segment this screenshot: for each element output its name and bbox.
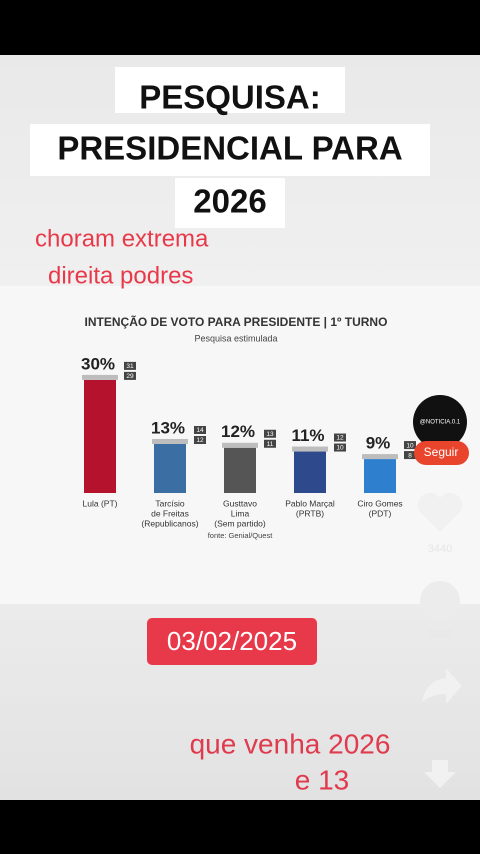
caption: e 13 [295, 764, 350, 795]
comment-count: 3653 [428, 629, 452, 641]
chart-title: INTENÇÃO DE VOTO PARA PRESIDENTE | 1º TU… [85, 314, 388, 329]
headline: PESQUISA: [139, 79, 321, 116]
chart-subtitle: Pesquisa estimulada [194, 333, 277, 343]
caption: choram extrema [35, 225, 209, 252]
account: @NOTICIA.0.1 [420, 420, 461, 426]
headline-box [115, 67, 345, 113]
previous-box [264, 429, 276, 438]
follow-label: Seguir [424, 445, 459, 459]
bar [224, 447, 256, 493]
bar-cap [292, 446, 328, 452]
bar [364, 459, 396, 493]
category-label: Lima [231, 508, 250, 518]
value-label: 30% [81, 354, 115, 373]
category-label: de Freitas [151, 508, 189, 518]
caption: direita podres [48, 262, 193, 289]
headline-box [175, 178, 285, 228]
previous-box [194, 435, 206, 444]
category-label: (PRTB) [296, 508, 324, 518]
bar-cap [362, 454, 398, 460]
previous-box [264, 439, 276, 448]
previous-value: 12 [336, 435, 344, 442]
previous-value: 29 [126, 373, 134, 380]
category-label: Tarcísio [155, 498, 185, 508]
category-label: (Republicanos) [141, 518, 198, 528]
value-label: 9% [366, 434, 391, 453]
bar [84, 379, 116, 493]
previous-box [124, 361, 136, 370]
previous-box [404, 441, 416, 450]
share-count: 1.5k [430, 716, 451, 728]
previous-value: 14 [196, 427, 204, 434]
like-count: 3440 [428, 543, 452, 555]
previous-value: 10 [406, 442, 414, 449]
caption: que venha 2026 [190, 728, 391, 759]
previous-value: 10 [336, 445, 344, 452]
previous-box [194, 425, 206, 434]
previous-value: 13 [266, 431, 274, 438]
previous-value: 8 [408, 452, 412, 459]
bar-cap [222, 442, 258, 448]
download-icon[interactable] [424, 760, 456, 788]
date-box [147, 618, 317, 665]
value-label: 13% [151, 418, 185, 437]
headline: PRESIDENCIAL PARA [57, 130, 402, 167]
category-label: Lula (PT) [83, 498, 118, 508]
bar [154, 443, 186, 493]
share-icon[interactable] [422, 668, 462, 704]
previous-box [334, 433, 346, 442]
previous-value: 12 [196, 437, 204, 444]
category-label: Ciro Gomes [357, 498, 402, 508]
avatar[interactable] [413, 395, 467, 449]
bar-cap [82, 374, 118, 380]
category-label: (Sem partido) [214, 518, 266, 528]
date: 03/02/2025 [167, 626, 297, 656]
previous-value: 11 [267, 441, 274, 448]
value-label: 11% [291, 426, 324, 445]
previous-box [404, 451, 416, 460]
like-icon[interactable] [417, 492, 463, 532]
bar [294, 451, 326, 493]
headline-box [30, 124, 430, 176]
source: fonte: Genial/Quest [208, 531, 274, 540]
category-label: Gusttavo [223, 498, 257, 508]
bar-cap [152, 438, 188, 444]
headline: 2026 [193, 183, 266, 220]
follow-button[interactable] [414, 441, 469, 465]
category-label: Pablo Marçal [285, 498, 335, 508]
previous-value: 31 [126, 363, 134, 370]
category-label: (PDT) [369, 508, 392, 518]
previous-box [124, 371, 136, 380]
previous-box [334, 443, 346, 452]
value-label: 12% [221, 422, 255, 441]
comment-icon[interactable] [420, 581, 460, 621]
